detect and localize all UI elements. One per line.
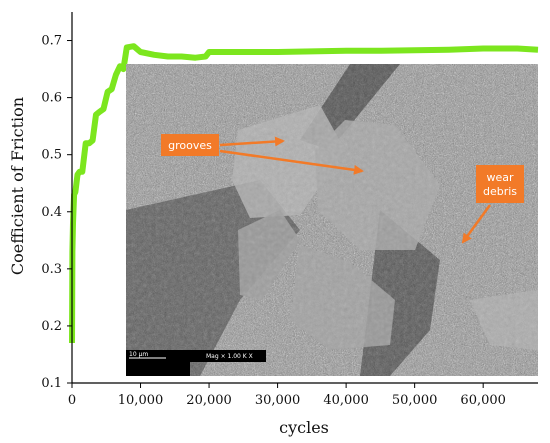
scale-bar-label: 10 µm (129, 351, 148, 358)
x-tick-label: 60,000 (460, 393, 506, 408)
y-tick-label: 0.1 (41, 376, 62, 391)
y-tick-label: 0.7 (41, 34, 62, 49)
x-tick-label: 10,000 (118, 393, 164, 408)
grooves-arrow-2 (219, 149, 364, 175)
grooves-callout (161, 134, 219, 156)
x-tick-label: 30,000 (255, 393, 301, 408)
wear-debris-arrow (461, 204, 492, 244)
y-tick-label: 0.3 (41, 262, 62, 277)
friction-series-line (69, 43, 539, 344)
y-tick-label: 0.5 (41, 148, 62, 163)
series-layer (69, 43, 539, 344)
x-axis-title: cycles (279, 418, 329, 437)
x-tick-label: 40,000 (323, 393, 369, 408)
axes: 0 10,000 20,000 30,000 40,000 50,000 60,000 0.… (8, 12, 538, 437)
grooves-arrow-1 (219, 136, 285, 147)
y-tick-label: 0.2 (41, 319, 62, 334)
x-ticks: 0 10,000 20,000 30,000 40,000 50,000 60,000 (68, 383, 506, 408)
y-tick-label: 0.6 (41, 91, 62, 106)
wear-debris-callout (476, 165, 524, 203)
y-tick-label: 0.4 (41, 205, 62, 220)
sem-info-bar (126, 350, 266, 362)
y-ticks: 0.1 0.2 0.3 0.4 0.5 0.6 0.7 (41, 34, 72, 391)
grooves-label: grooves (168, 139, 212, 152)
wear-debris-label: wear debris (483, 171, 517, 198)
x-tick-label: 20,000 (186, 393, 232, 408)
x-tick-label: 0 (68, 393, 76, 408)
sem-info-label: Mag × 1.00 K X (206, 353, 253, 360)
y-axis-title: Coefficient of Friction (8, 97, 27, 275)
sem-particles (126, 64, 538, 376)
x-tick-label: 50,000 (392, 393, 438, 408)
sem-micrograph-inset: 10 µm Mag × 1.00 K X grooves wear debris (126, 64, 538, 376)
